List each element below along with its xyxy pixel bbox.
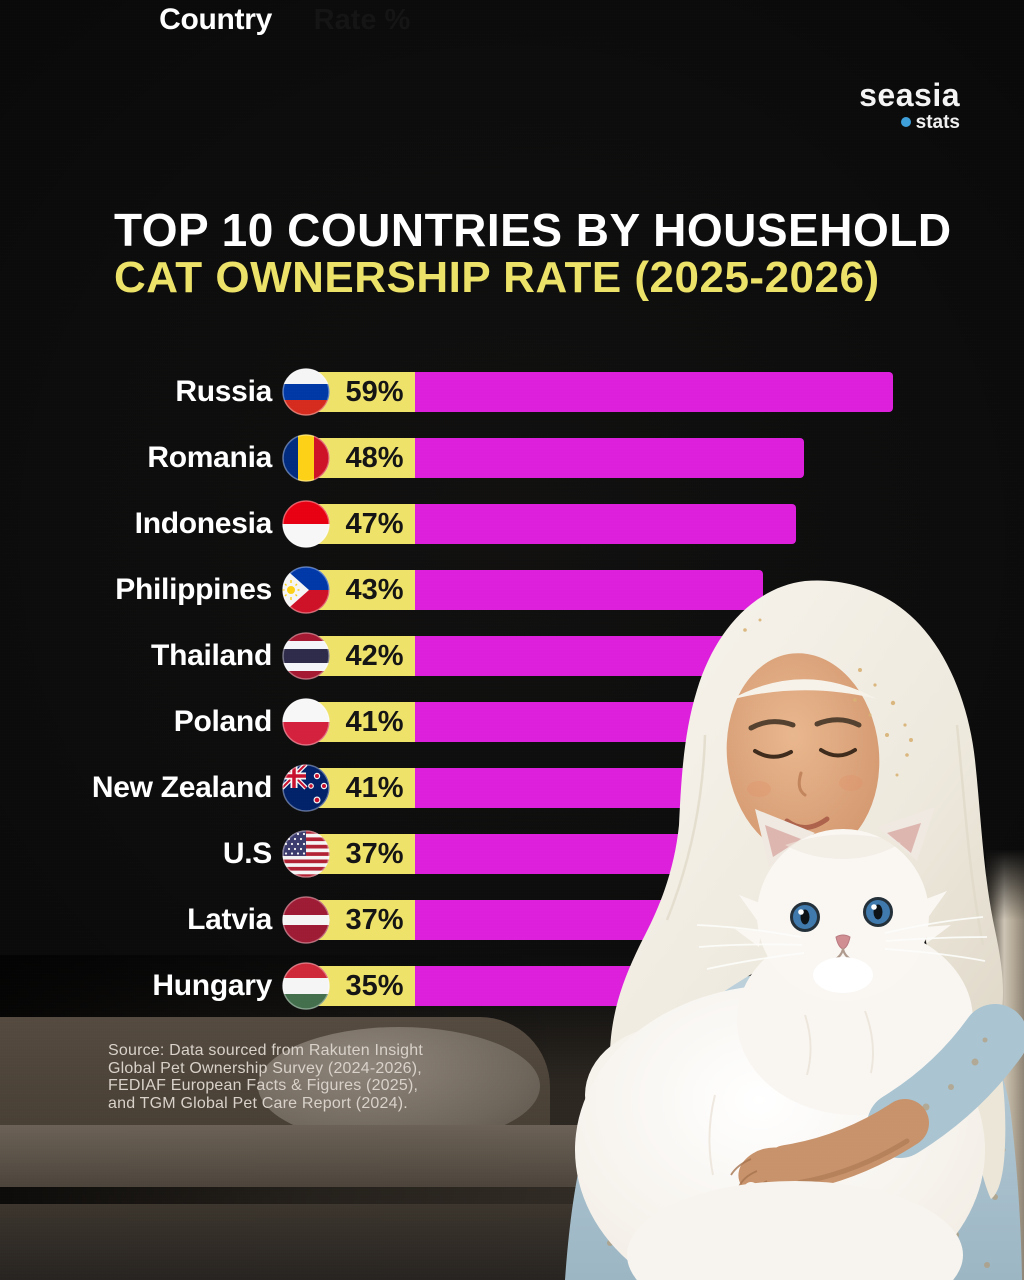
chart-row: 48% Romania — [0, 434, 1024, 482]
country-flag-icon — [282, 764, 330, 812]
source-line: Global Pet Ownership Survey (2024-2026), — [108, 1059, 422, 1077]
country-flag-icon — [282, 566, 330, 614]
country-label: U.S — [222, 837, 272, 870]
rate-bar — [415, 570, 763, 610]
rate-bar — [415, 438, 804, 478]
title-line-2: CAT OWNERSHIP RATE (2025-2026) — [114, 253, 880, 302]
country-label: Philippines — [115, 573, 272, 606]
chart-row: 43% Philippines — [0, 566, 1024, 614]
page-title: TOP 10 COUNTRIES BY HOUSEHOLD CAT OWNERS… — [114, 206, 952, 301]
source-note: Source: Data sourced from Rakuten Insigh… — [108, 1042, 448, 1112]
chart-row: 37% Latvia — [0, 896, 1024, 944]
rate-value: 42% — [345, 640, 404, 672]
woman-with-cat-photo — [565, 580, 1024, 1280]
rate-bar — [415, 834, 715, 874]
rate-value: 41% — [345, 772, 404, 804]
rate-value: 37% — [345, 904, 404, 936]
cat-eye-left — [790, 902, 820, 932]
chart-row: 42% Thailand — [0, 632, 1024, 680]
country-label: Indonesia — [134, 507, 273, 540]
chart-row: 59% Russia — [0, 368, 1024, 416]
couch-seat — [0, 1125, 600, 1187]
country-label: Thailand — [151, 639, 272, 672]
rate-value: 37% — [345, 838, 404, 870]
source-line: and TGM Global Pet Care Report (2024). — [108, 1094, 408, 1112]
nose — [797, 771, 807, 797]
rate-value: 48% — [345, 442, 404, 474]
cat-body-fluff — [627, 1181, 963, 1280]
source-line: FEDIAF European Facts & Figures (2025), — [108, 1077, 419, 1094]
title-line-1: TOP 10 COUNTRIES BY HOUSEHOLD — [114, 204, 952, 256]
country-label: Romania — [147, 441, 272, 474]
cat-whiskers — [696, 916, 988, 970]
country-flag-icon — [282, 896, 330, 944]
arm-holding-cat — [730, 1004, 1024, 1197]
rate-value: 47% — [345, 508, 404, 540]
seasia-stats-logo: seasia stats — [859, 77, 960, 134]
country-label: Poland — [173, 705, 273, 738]
cat-nose — [835, 934, 851, 950]
country-flag-icon — [282, 368, 330, 416]
logo-dot-icon — [900, 117, 911, 127]
chart-row: 37% U.S — [0, 830, 1024, 878]
country-label: Latvia — [187, 903, 272, 936]
rate-value: 59% — [345, 376, 404, 408]
closed-eye-left — [753, 749, 793, 759]
source-line: Source: Data sourced from Rakuten Insigh… — [108, 1042, 424, 1059]
eyebrow-left — [748, 719, 796, 731]
cat-eye-right — [863, 897, 893, 927]
rate-value-box: 37% — [302, 834, 415, 874]
rate-value: 41% — [345, 706, 404, 738]
country-flag-icon — [282, 632, 330, 680]
country-label: New Zealand — [91, 771, 272, 804]
country-flag-icon — [282, 830, 330, 878]
rate-bar — [415, 636, 755, 676]
closed-eye-right — [819, 748, 857, 758]
hijab-embellishments — [743, 618, 913, 777]
rate-value: 43% — [345, 574, 404, 606]
column-header-country: Country — [159, 3, 272, 36]
logo-sub-text: stats — [859, 112, 960, 134]
country-flag-icon — [282, 962, 330, 1010]
eyebrow-right — [814, 717, 862, 728]
face — [726, 618, 913, 857]
column-header-rate: Rate % — [313, 4, 411, 36]
country-flag-icon — [282, 698, 330, 746]
rate-value: 35% — [345, 970, 404, 1002]
country-flag-icon — [282, 500, 330, 548]
country-label: Russia — [175, 375, 272, 408]
country-label: Hungary — [152, 969, 272, 1002]
rate-bar — [415, 372, 893, 412]
chart-row: 47% Indonesia — [0, 500, 1024, 548]
rate-bar — [415, 504, 796, 544]
logo-brand-text: seasia — [859, 77, 960, 113]
country-flag-icon — [282, 434, 330, 482]
